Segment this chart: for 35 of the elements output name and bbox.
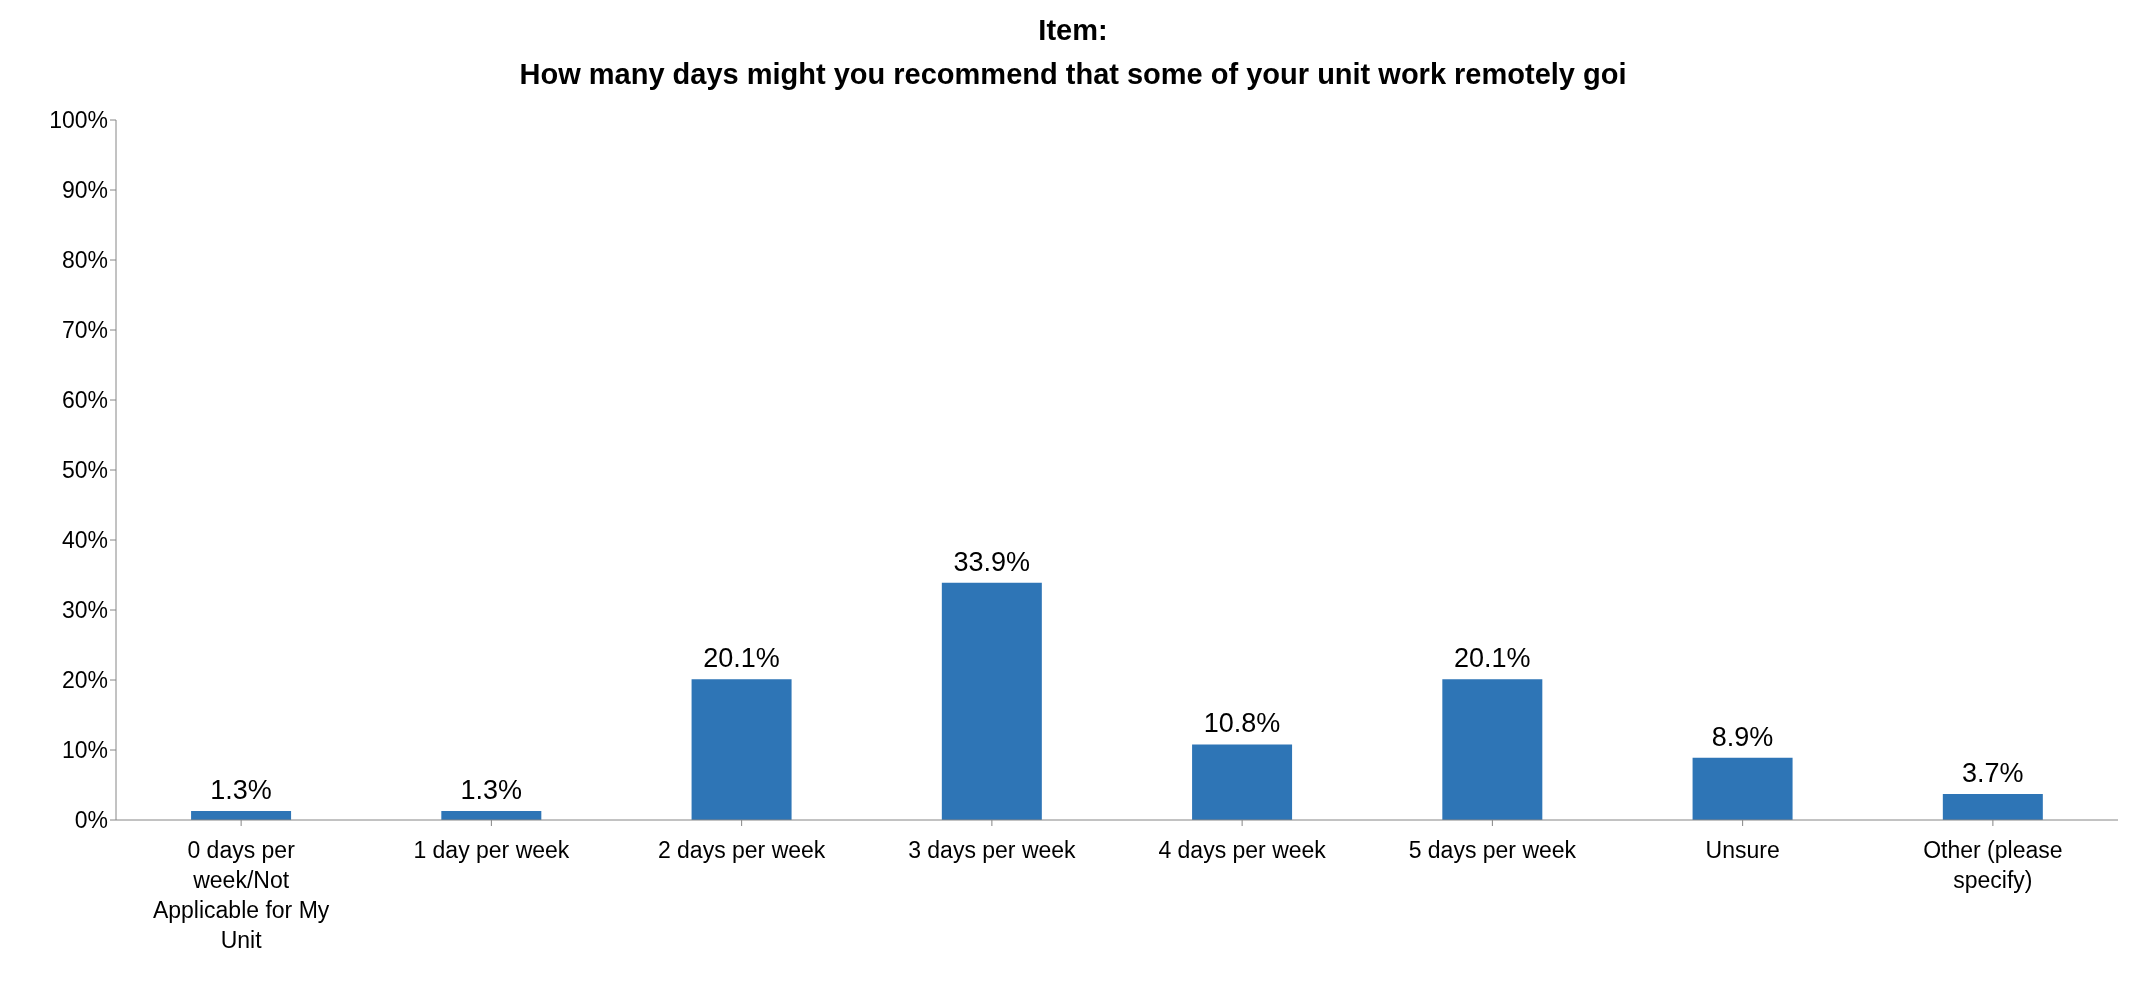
data-label: 20.1%	[1454, 643, 1531, 674]
x-tick-label: 3 days per week	[908, 837, 1077, 863]
x-tick-label: 4 days per week	[1158, 837, 1327, 863]
data-label: 10.8%	[1203, 708, 1281, 739]
bar	[1442, 679, 1543, 820]
y-tick-label: 50%	[61, 457, 108, 484]
bar	[1942, 794, 2043, 820]
bar	[1192, 744, 1293, 820]
chart-title: Item:	[1037, 13, 1109, 48]
y-tick-label: 10%	[61, 737, 108, 764]
y-tick-label: 80%	[61, 247, 108, 274]
x-tick-label: 1 day per week	[413, 837, 570, 863]
y-tick-label: 0%	[74, 807, 108, 834]
x-tick-label: Unsure	[1705, 837, 1780, 863]
y-tick-label: 60%	[61, 387, 108, 414]
x-tick-label: 0 days per week/Not Applicable for My Unit	[152, 837, 330, 953]
data-label: 1.3%	[210, 774, 272, 805]
y-tick-label: 90%	[61, 177, 108, 204]
y-tick-label: 40%	[61, 527, 108, 554]
data-label: 3.7%	[1962, 758, 2024, 789]
x-tick-label: 5 days per week	[1408, 837, 1577, 863]
data-label: 8.9%	[1711, 721, 1774, 752]
chart-subtitle: How many days might you recommend that some of your unit work remotely goi	[518, 57, 1628, 92]
x-tick-label: Other (please specify)	[1923, 837, 2063, 893]
data-label: 1.3%	[460, 774, 523, 805]
y-tick-label: 30%	[61, 597, 108, 624]
data-label: 33.9%	[953, 546, 1031, 577]
bar	[1692, 757, 1793, 820]
x-tick-label: 2 days per week	[657, 837, 826, 863]
y-tick-label: 70%	[61, 317, 108, 344]
y-tick-label: 100%	[49, 107, 108, 134]
bar	[691, 679, 792, 820]
y-tick-label: 20%	[61, 667, 108, 694]
data-label: 20.1%	[703, 643, 780, 674]
bar	[941, 582, 1042, 820]
